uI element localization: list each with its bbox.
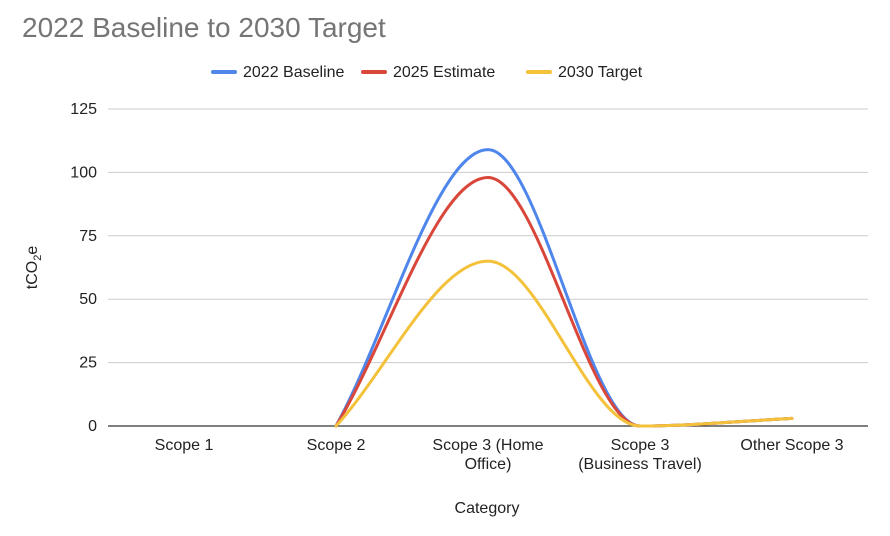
x-tick-label: (Business Travel) <box>578 456 702 473</box>
legend-label: 2022 Baseline <box>243 64 345 81</box>
y-axis-title: tCO2e <box>24 246 44 290</box>
y-tick-label: 50 <box>79 291 97 308</box>
series-line <box>334 259 794 428</box>
y-tick-label: 0 <box>88 418 97 435</box>
series-line <box>334 175 794 428</box>
x-tick-label: Scope 3 (Home <box>432 437 543 454</box>
y-tick-label: 25 <box>79 355 97 372</box>
legend-label: 2030 Target <box>558 64 643 81</box>
y-tick-label: 75 <box>79 228 97 245</box>
x-tick-label: Other Scope 3 <box>740 437 843 454</box>
legend-label: 2025 Estimate <box>393 64 495 81</box>
x-tick-label: Scope 3 <box>611 437 670 454</box>
x-tick-label: Office) <box>465 456 512 473</box>
x-tick-label: Scope 2 <box>307 437 366 454</box>
x-axis-title: Category <box>455 500 520 517</box>
chart-title: 2022 Baseline to 2030 Target <box>22 12 386 43</box>
y-tick-label: 125 <box>70 101 97 118</box>
y-tick-label: 100 <box>70 164 97 181</box>
x-tick-label: Scope 1 <box>155 437 214 454</box>
